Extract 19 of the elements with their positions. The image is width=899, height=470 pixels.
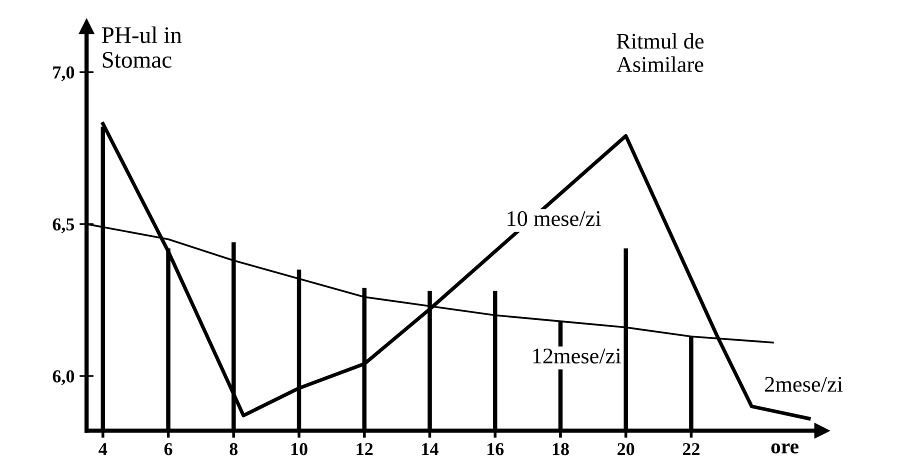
y-axis-title: PH-ul in Stomac [102, 26, 182, 68]
y-tick-label: 7,0 [53, 66, 74, 82]
y-tick-label: 6,0 [52, 370, 74, 386]
x-tick-label: 12 [356, 443, 373, 456]
x-tick-label: 22 [682, 443, 700, 456]
x-tick-label: 4 [98, 443, 108, 456]
x-tick-label: 8 [230, 443, 238, 456]
x-tick-label: 10 [291, 443, 308, 456]
annotation: 12mese/zi [533, 348, 621, 364]
annotation: 10 mese/zi [508, 211, 601, 226]
x-tick-label: 14 [422, 443, 438, 456]
x-tick-label: 16 [488, 443, 504, 456]
y-tick-label: 6,5 [52, 218, 74, 234]
x-tick-label: 18 [552, 443, 569, 456]
x-tick-label: 6 [164, 443, 172, 456]
x-tick-label: 20 [618, 443, 634, 456]
x-axis-title: ore [771, 443, 798, 454]
annotation: Ritmul de Asimilare [616, 33, 704, 72]
annotation: 2mese/zi [765, 376, 843, 392]
